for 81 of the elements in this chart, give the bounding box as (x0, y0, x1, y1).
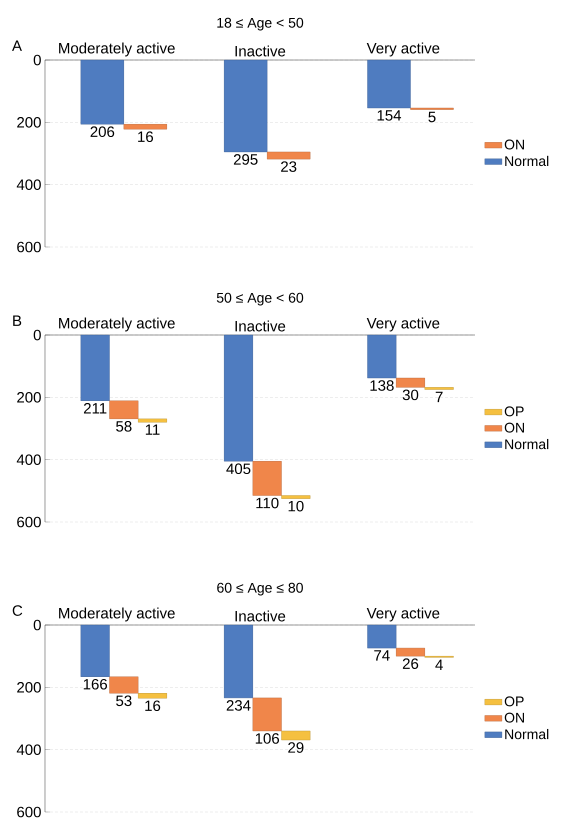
bar (109, 400, 138, 420)
x-tick-label: Moderately active (59, 42, 175, 56)
data-label: 29 (288, 742, 304, 753)
data-label: 5 (428, 112, 436, 122)
bar (80, 334, 110, 401)
text: B (13, 316, 22, 326)
data-label: 7 (436, 392, 443, 402)
data-label: 4 (435, 660, 443, 670)
bar (224, 60, 268, 152)
text: C (12, 605, 22, 616)
bar (252, 461, 282, 496)
bar (109, 676, 138, 694)
x-tick-label: Inactive (236, 610, 286, 622)
data-label: 295 (234, 154, 258, 165)
chart-title: 50 ≤ Age < 60 (216, 292, 304, 306)
legend-label: ON (504, 140, 524, 150)
bar (424, 387, 454, 390)
data-label: 234 (226, 700, 251, 711)
bar (80, 60, 124, 124)
x-tick-label: Very active (366, 317, 440, 332)
x-tick-label: Inactive (236, 320, 286, 332)
data-label: 10 (288, 500, 304, 512)
legend-label: Normal (505, 156, 548, 166)
bar (367, 624, 396, 648)
y-tick-label: 0 (34, 54, 41, 66)
legend-label: ON (504, 422, 524, 433)
x-tick-label: Moderately active (59, 317, 175, 332)
legend-label: OP (504, 406, 524, 416)
data-label: 110 (256, 498, 279, 508)
bar (396, 648, 426, 656)
data-label: 58 (116, 421, 132, 432)
legend-label: ON (504, 712, 524, 723)
chart-title: 60 ≤ Age ≤ 80 (217, 582, 303, 596)
data-label: 74 (374, 650, 390, 661)
chart-title: 18 ≤ Age < 50 (217, 18, 304, 30)
y-tick-label: 200 (17, 682, 41, 693)
bar (124, 124, 168, 130)
data-label: 166 (84, 678, 108, 690)
data-label: 206 (90, 126, 114, 138)
data-label: 154 (378, 110, 402, 121)
x-tick-label: Very active (366, 607, 440, 622)
y-tick-label: 400 (16, 744, 41, 755)
bar (367, 60, 411, 108)
bar (281, 730, 310, 740)
data-label: 30 (402, 390, 418, 400)
data-label: 23 (281, 161, 296, 172)
y-tick-label: 400 (16, 454, 41, 465)
data-label: 106 (256, 733, 280, 744)
data-label: 138 (370, 380, 394, 391)
bar (138, 418, 168, 422)
legend-label: Normal (505, 728, 548, 740)
y-tick-label: 0 (34, 330, 41, 340)
data-label: 211 (84, 402, 106, 414)
legend-label: Normal (505, 438, 548, 450)
data-label: 16 (138, 131, 154, 142)
data-label: 53 (116, 695, 132, 706)
bar (224, 334, 254, 462)
data-label: 11 (146, 424, 160, 435)
text: A (12, 40, 22, 51)
bar (80, 624, 110, 677)
data-label: 26 (402, 658, 418, 669)
x-tick-label: Moderately active (59, 607, 175, 622)
bar (396, 378, 426, 388)
y-tick-label: 0 (34, 620, 41, 630)
bar (252, 698, 282, 732)
bar (138, 693, 168, 698)
y-tick-label: 200 (17, 117, 41, 128)
y-tick-label: 200 (17, 392, 41, 403)
y-tick-label: 600 (17, 516, 41, 528)
y-tick-label: 400 (16, 179, 41, 190)
y-tick-label: 600 (17, 806, 41, 818)
data-label: 405 (226, 463, 250, 474)
legend-label: OP (504, 696, 524, 706)
bar (224, 624, 254, 698)
bar (367, 334, 396, 378)
bar (266, 152, 310, 160)
data-label: 16 (145, 700, 160, 712)
x-tick-label: Inactive (236, 45, 286, 56)
bar (281, 495, 310, 499)
x-tick-label: Very active (366, 42, 440, 56)
y-tick-label: 600 (17, 242, 41, 252)
